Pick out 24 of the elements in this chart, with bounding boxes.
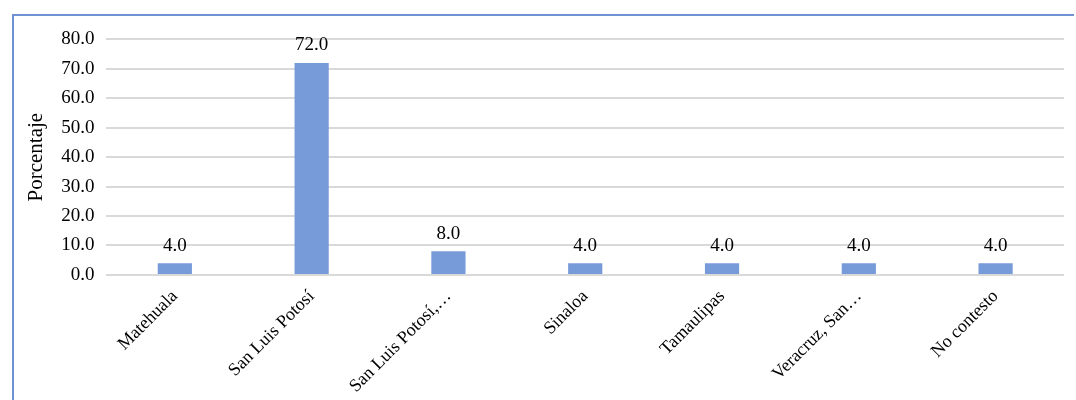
y-axis-title: Porcentaje [23, 112, 48, 202]
bar [704, 263, 740, 274]
data-label: 8.0 [436, 221, 461, 243]
data-label: 4.0 [573, 233, 598, 255]
y-tick-label: 40.0 [61, 145, 95, 167]
bar [157, 263, 192, 274]
y-tick-label: 20.0 [61, 204, 95, 226]
data-label: 4.0 [846, 233, 871, 255]
y-tick-label: 30.0 [61, 174, 95, 196]
y-tick-label: 70.0 [61, 56, 95, 78]
data-label: 4.0 [710, 233, 734, 255]
bar [568, 263, 603, 274]
bar [431, 251, 466, 274]
bar [841, 263, 876, 274]
data-label: 72.0 [295, 33, 329, 55]
y-tick-label: 60.0 [61, 86, 95, 108]
data-label: 4.0 [162, 233, 187, 255]
y-tick-label: 80.0 [61, 27, 95, 49]
bar [294, 62, 329, 274]
y-tick-label: 50.0 [61, 115, 95, 137]
bar [978, 263, 1013, 274]
y-tick-label: 10.0 [61, 233, 95, 255]
data-label: 4.0 [983, 233, 1008, 255]
y-tick-label: 0.0 [70, 262, 95, 284]
